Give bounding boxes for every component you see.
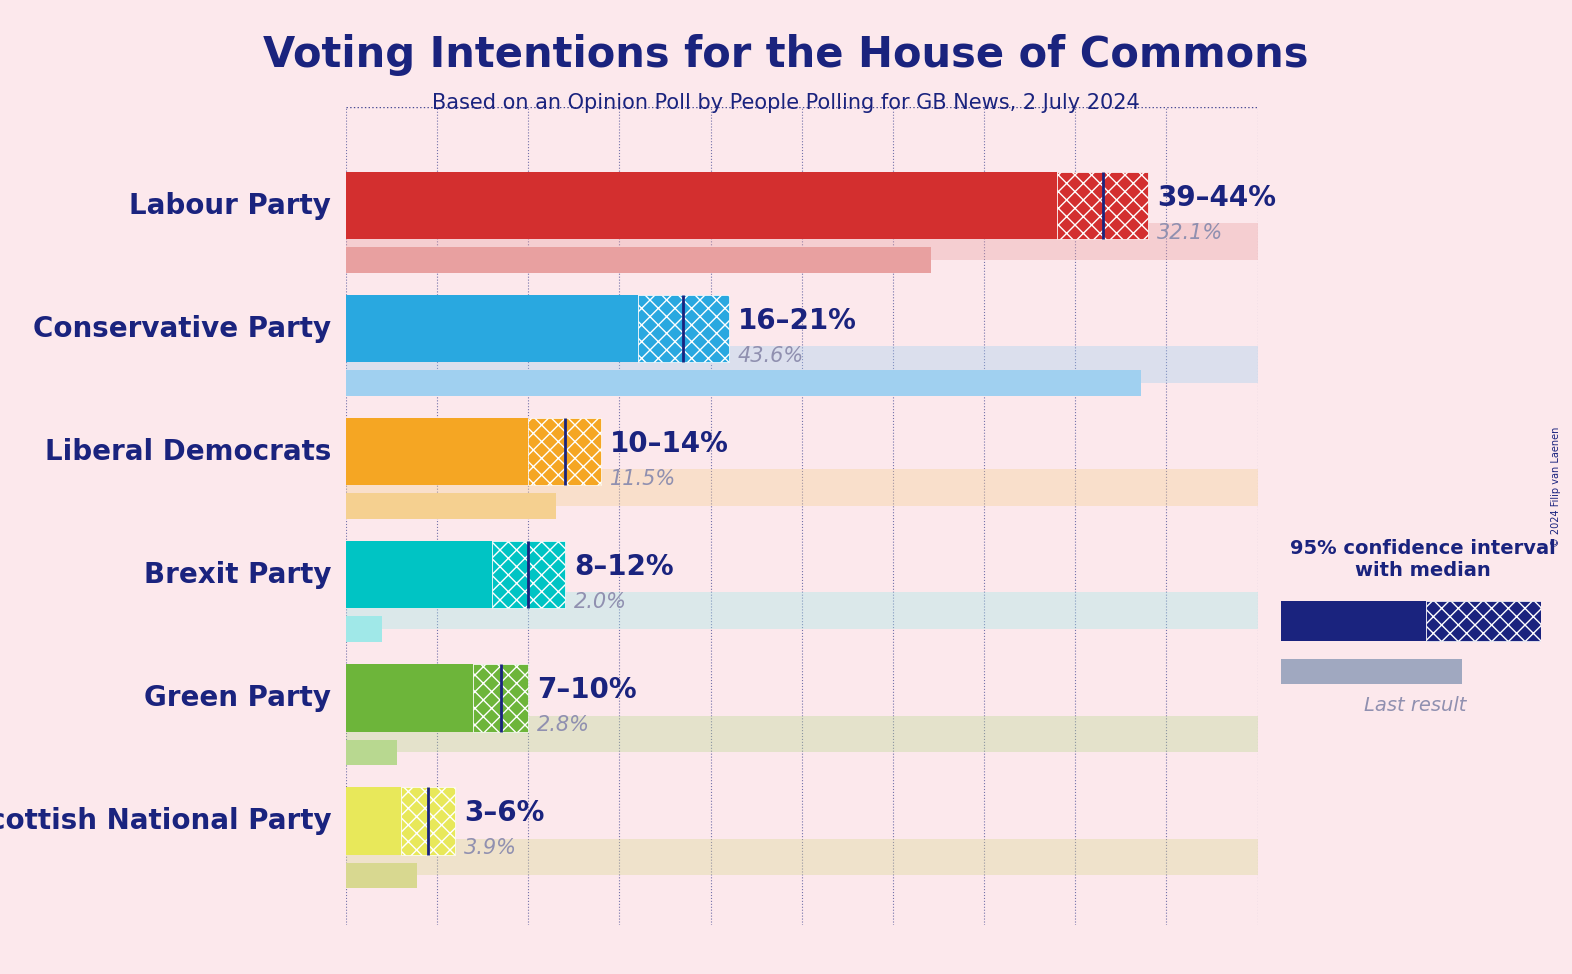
Text: Brexit Party: Brexit Party <box>143 561 332 588</box>
Bar <box>346 739 396 766</box>
Bar <box>346 494 555 519</box>
Bar <box>346 664 473 731</box>
Bar <box>1426 601 1541 641</box>
Text: 39–44%: 39–44% <box>1157 184 1276 212</box>
Text: Voting Intentions for the House of Commons: Voting Intentions for the House of Commo… <box>263 34 1309 76</box>
Bar <box>346 541 492 609</box>
Bar <box>346 295 638 362</box>
Bar <box>492 541 564 609</box>
Text: 11.5%: 11.5% <box>610 468 676 489</box>
Bar <box>346 787 401 854</box>
Text: 95% confidence interval
with median: 95% confidence interval with median <box>1289 539 1556 580</box>
Text: 10–14%: 10–14% <box>610 431 729 458</box>
Bar <box>346 418 528 485</box>
Text: 3.9%: 3.9% <box>464 838 517 858</box>
Text: 7–10%: 7–10% <box>538 676 637 704</box>
Text: 8–12%: 8–12% <box>574 553 673 581</box>
Bar <box>346 469 1258 506</box>
Text: Conservative Party: Conservative Party <box>33 315 332 343</box>
Text: Based on an Opinion Poll by People Polling for GB News, 2 July 2024: Based on an Opinion Poll by People Polli… <box>432 93 1140 113</box>
Text: Labour Party: Labour Party <box>129 192 332 219</box>
Text: 43.6%: 43.6% <box>737 346 805 365</box>
Text: 2.8%: 2.8% <box>538 715 591 734</box>
Bar <box>346 223 1258 260</box>
Bar <box>346 247 931 274</box>
Text: 3–6%: 3–6% <box>464 800 545 827</box>
Bar <box>638 295 729 362</box>
Bar <box>1281 601 1426 641</box>
Bar <box>1281 658 1462 684</box>
Bar <box>528 418 601 485</box>
Bar <box>346 716 1258 753</box>
Text: 2.0%: 2.0% <box>574 592 627 612</box>
Bar <box>346 839 1258 876</box>
Bar <box>346 617 382 642</box>
Text: Scottish National Party: Scottish National Party <box>0 806 332 835</box>
Bar <box>346 592 1258 629</box>
Text: 16–21%: 16–21% <box>737 307 857 335</box>
Text: Green Party: Green Party <box>145 684 332 712</box>
Bar <box>346 347 1258 384</box>
Bar <box>346 370 1141 396</box>
Bar <box>473 664 528 731</box>
Text: Last result: Last result <box>1363 696 1467 716</box>
Bar <box>401 787 456 854</box>
Text: 32.1%: 32.1% <box>1157 223 1223 243</box>
Bar <box>346 171 1056 240</box>
Text: © 2024 Filip van Laenen: © 2024 Filip van Laenen <box>1552 427 1561 547</box>
Bar <box>1056 171 1148 240</box>
Bar <box>346 863 417 888</box>
Text: Liberal Democrats: Liberal Democrats <box>46 437 332 466</box>
